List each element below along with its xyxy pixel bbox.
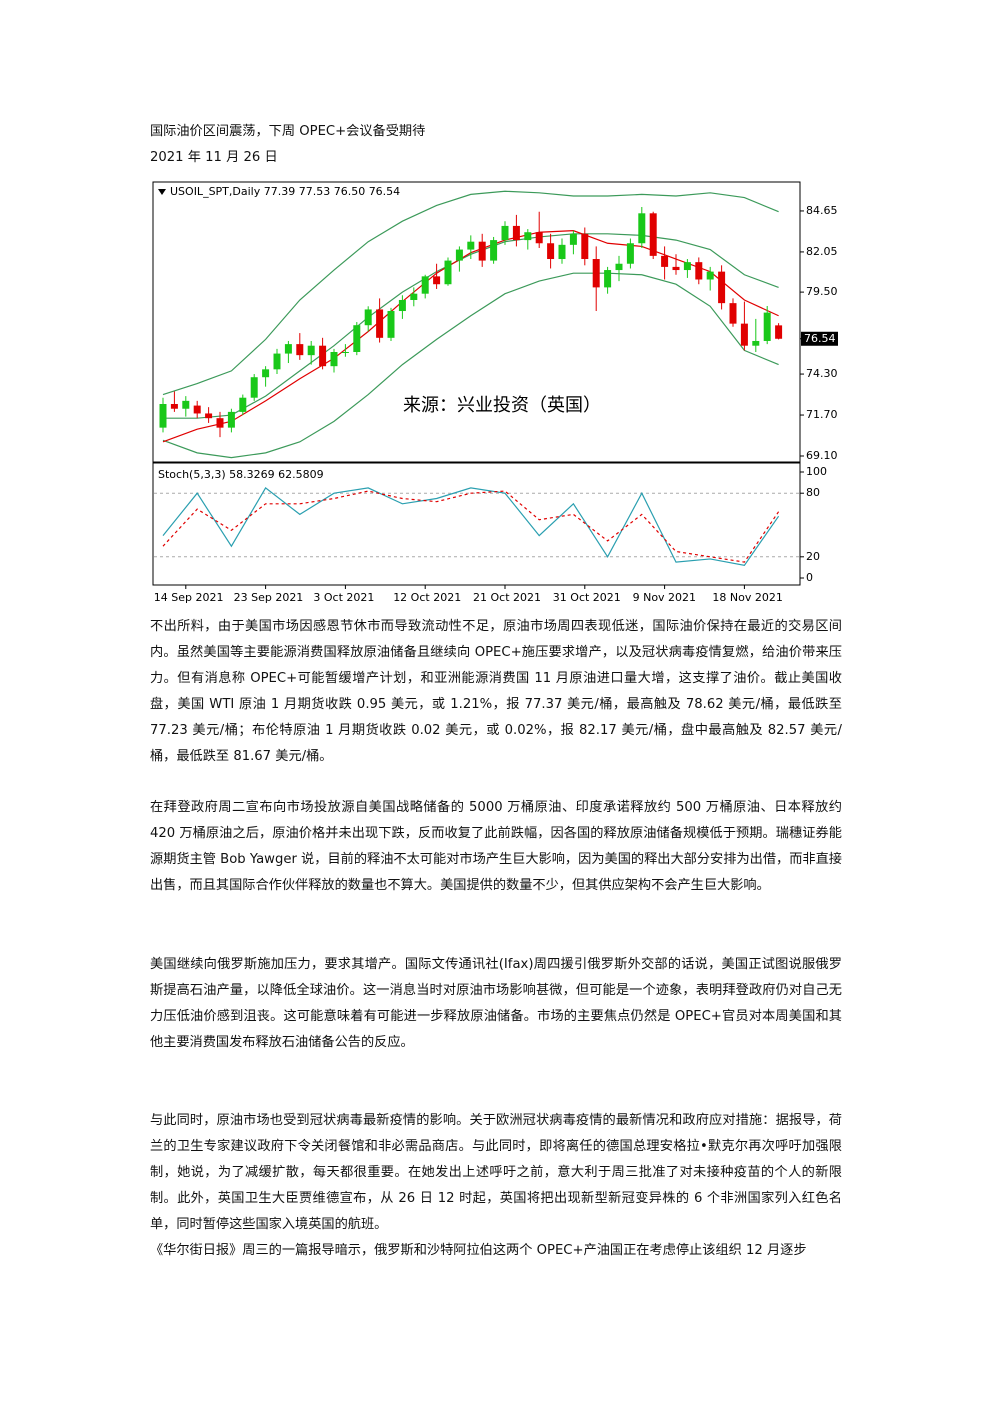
candle-body (752, 340, 760, 346)
candle-body (615, 263, 623, 271)
candle-body (455, 249, 463, 261)
candle-body (227, 411, 235, 428)
candle-body (740, 323, 748, 346)
doc-date: 2021 年 11 月 26 日 (150, 150, 278, 165)
candle-body (273, 353, 281, 370)
candle-body (524, 232, 532, 241)
menu-arrow (158, 189, 166, 195)
candle-body (398, 299, 406, 312)
candle-body (512, 225, 520, 241)
y-tick-label: 0 (806, 571, 813, 584)
x-tick-label: 31 Oct 2021 (553, 591, 621, 604)
price-pane (152, 181, 801, 463)
candle-body (353, 325, 361, 352)
candle-body (604, 270, 612, 288)
x-tick-label: 23 Sep 2021 (234, 591, 304, 604)
y-tick-label: 79.50 (806, 285, 838, 298)
y-tick-label: 80 (806, 486, 820, 499)
y-tick-label: 82.05 (806, 245, 838, 258)
indicator-line (162, 272, 779, 459)
candle-body (649, 213, 657, 256)
candle-body (170, 404, 178, 409)
candle-body (364, 309, 372, 326)
candle-body (284, 344, 292, 354)
x-tick-label: 3 Oct 2021 (313, 591, 374, 604)
candle-body (490, 240, 498, 261)
candle-body (718, 271, 726, 304)
paragraph: 在拜登政府周二宣布向市场投放源自美国战略储备的 5000 万桶原油、印度承诺释放… (150, 800, 842, 893)
candle-body (262, 369, 270, 378)
candle-body (467, 241, 475, 250)
candle-body (501, 225, 509, 241)
paragraph: 美国继续向俄罗斯施加压力，要求其增产。国际文传通讯社(Ifax)周四援引俄罗斯外… (150, 957, 842, 1050)
y-tick-label: 71.70 (806, 408, 838, 421)
candle-body (410, 293, 418, 300)
y-tick-label: 20 (806, 550, 820, 563)
candle-body (444, 260, 452, 285)
candle-body (775, 325, 783, 339)
candle-body (296, 344, 304, 356)
x-tick-label: 12 Oct 2021 (393, 591, 461, 604)
stoch-pane (152, 462, 801, 586)
y-tick-label: 100 (806, 465, 827, 478)
candle-body (695, 262, 703, 280)
candle-body (341, 351, 349, 353)
candle-body (250, 377, 258, 398)
x-tick-label: 14 Sep 2021 (154, 591, 224, 604)
indicator-line (162, 190, 779, 396)
candle-body (626, 243, 634, 264)
x-tick-label: 21 Oct 2021 (473, 591, 541, 604)
indicator-line (162, 490, 780, 563)
indicator-line (162, 487, 780, 566)
paragraph: 不出所料，由于美国市场因感恩节休市而导致流动性不足，原油市场周四表现低迷，国际油… (150, 619, 842, 764)
candle-body (763, 312, 771, 341)
y-tick-label: 84.65 (806, 204, 838, 217)
source-annotation: 来源：兴业投资（英国） (403, 395, 601, 416)
candle-body (478, 241, 486, 261)
chart-title: USOIL_SPT,Daily 77.39 77.53 76.50 76.54 (170, 185, 400, 198)
doc-title: 国际油价区间震荡，下周 OPEC+会议备受期待 (150, 124, 426, 139)
candle-body (330, 351, 338, 367)
candle-body (319, 345, 327, 367)
candle-body (581, 233, 589, 260)
candle-body (239, 397, 247, 412)
stoch-title: Stoch(5,3,3) 58.3269 62.5809 (158, 468, 324, 481)
candle-body (216, 418, 224, 428)
candle-body (569, 233, 577, 245)
paragraph: 与此同时，原油市场也受到冠状病毒最新疫情的影响。关于欧洲冠状病毒疫情的最新情况和… (150, 1113, 842, 1232)
candle-body (376, 309, 384, 338)
candle-body (558, 244, 566, 260)
candle-body (433, 276, 441, 285)
x-tick-label: 9 Nov 2021 (633, 591, 696, 604)
candle-body (193, 405, 201, 414)
candle-body (672, 266, 680, 271)
candle-body (683, 262, 691, 271)
candle-body (592, 259, 600, 288)
candle-body (729, 303, 737, 324)
candle-body (661, 255, 669, 267)
y-tick-label: 74.30 (806, 367, 838, 380)
y-tick-label: 69.10 (806, 449, 838, 462)
candle-body (421, 276, 429, 294)
candle-body (159, 404, 167, 428)
last-price-label: 76.54 (804, 332, 836, 345)
candle-body (307, 345, 315, 356)
candle-body (535, 232, 543, 244)
candle-body (547, 243, 555, 260)
candle-body (387, 311, 395, 338)
x-tick-label: 18 Nov 2021 (712, 591, 782, 604)
paragraph: 《华尔街日报》周三的一篇报导暗示，俄罗斯和沙特阿拉伯这两个 OPEC+产油国正在… (150, 1243, 807, 1258)
candle-body (706, 271, 714, 280)
candle-body (182, 400, 190, 409)
candle-body (638, 213, 646, 244)
chart: USOIL_SPT,Daily 77.39 77.53 76.50 76.54 … (152, 181, 838, 604)
candle-body (205, 413, 213, 419)
last-price-box (801, 331, 838, 346)
